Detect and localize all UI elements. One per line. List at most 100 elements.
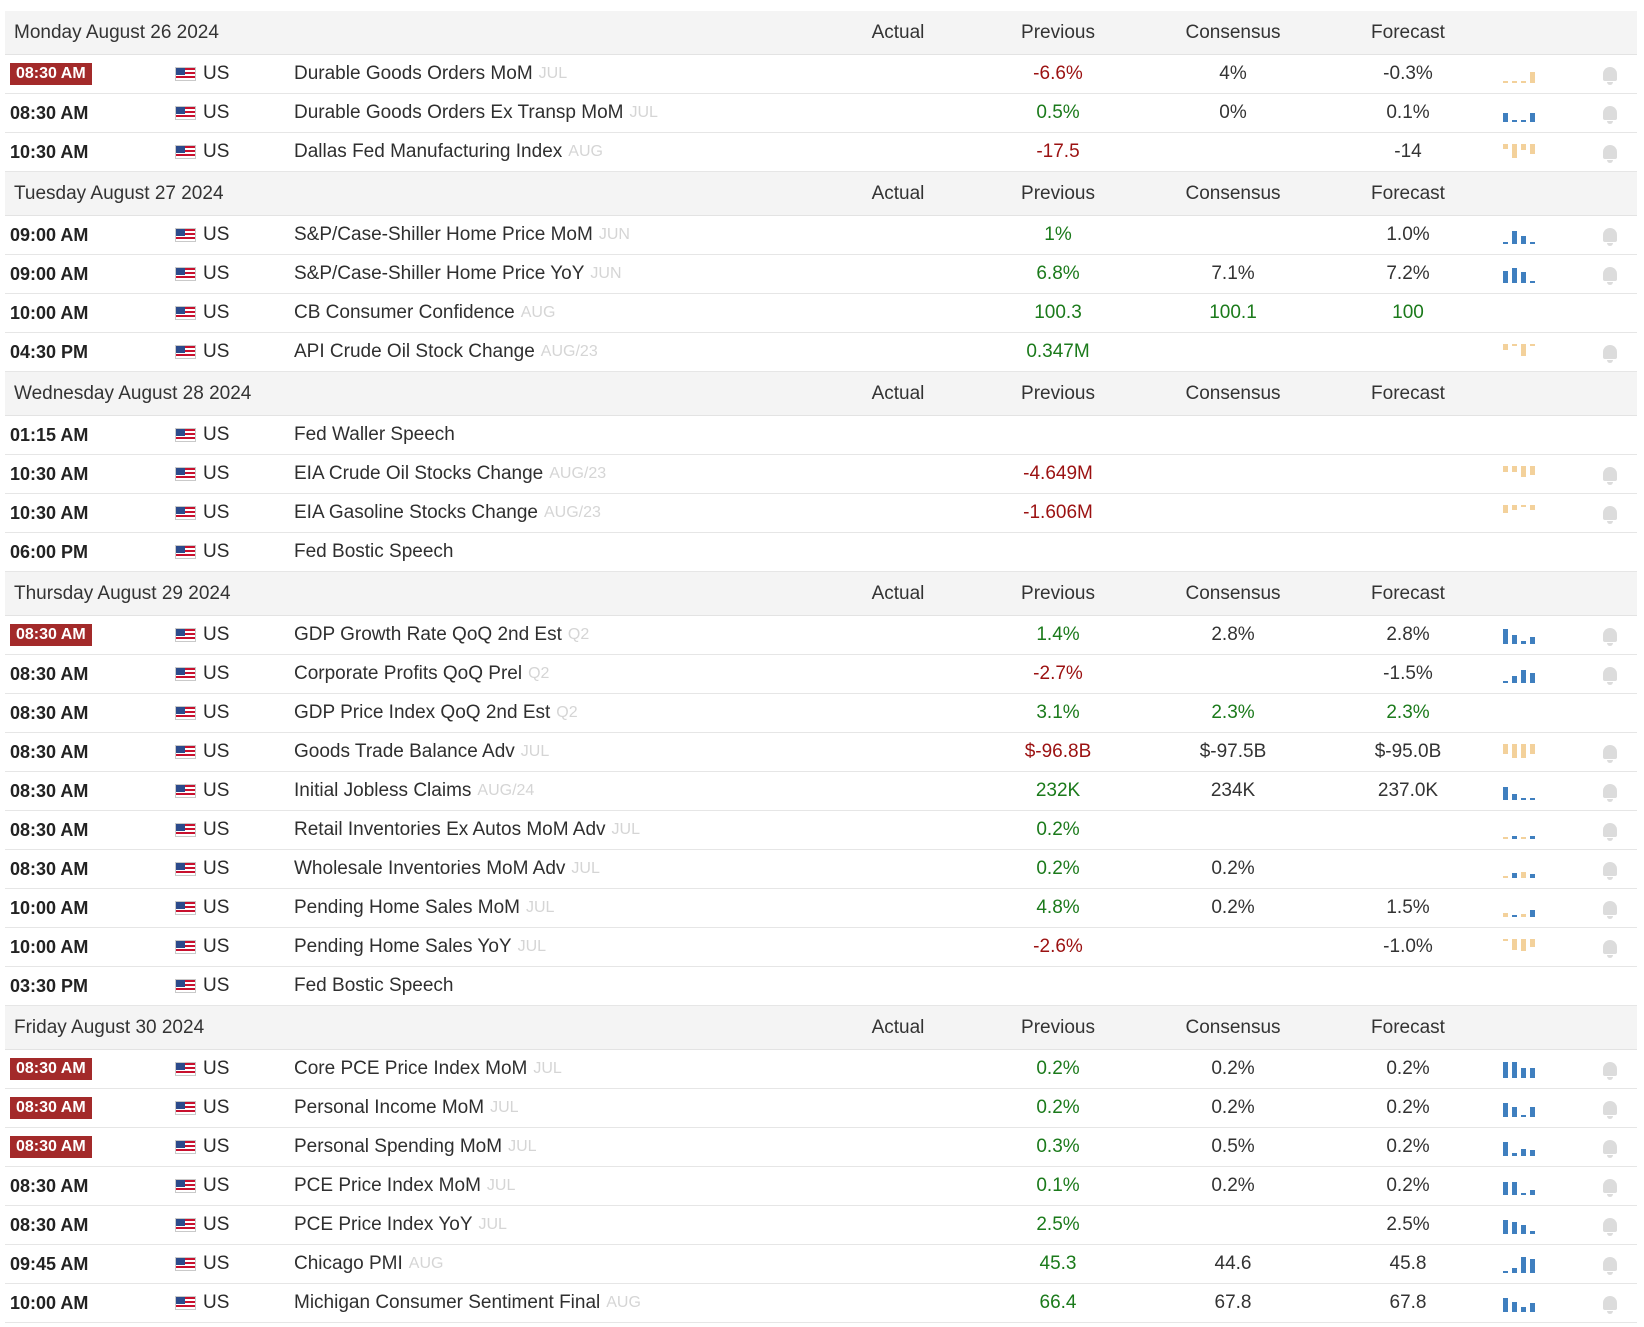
history-chart[interactable] <box>1502 494 1538 532</box>
event-row[interactable]: 01:15 AM US Fed Waller Speech <box>5 416 1637 455</box>
event-name-link[interactable]: S&P/Case-Shiller Home Price YoY JUN <box>294 255 622 293</box>
history-chart[interactable] <box>1502 216 1538 254</box>
event-name-link[interactable]: Personal Spending MoM JUL <box>294 1128 537 1166</box>
event-row[interactable]: 08:30 AM US Corporate Profits QoQ Prel Q2 -2… <box>5 655 1637 694</box>
event-row[interactable]: 10:00 AM US Michigan Consumer Sentiment Fi… <box>5 1284 1637 1323</box>
alert-button[interactable] <box>1603 1206 1617 1244</box>
event-row[interactable]: 06:00 PM US Fed Bostic Speech <box>5 533 1637 572</box>
alert-button[interactable] <box>1603 255 1617 293</box>
event-name-link[interactable]: PCE Price Index YoY JUL <box>294 1206 507 1244</box>
history-chart[interactable] <box>1502 811 1538 849</box>
history-chart[interactable] <box>1502 333 1538 371</box>
alert-button[interactable] <box>1603 928 1617 966</box>
alert-button[interactable] <box>1603 333 1617 371</box>
alert-button[interactable] <box>1603 494 1617 532</box>
event-name-link[interactable]: Pending Home Sales YoY JUL <box>294 928 546 966</box>
event-name-link[interactable]: Wholesale Inventories MoM Adv JUL <box>294 850 600 888</box>
event-name-link[interactable]: Chicago PMI AUG <box>294 1245 443 1283</box>
event-row[interactable]: 10:00 AM US CB Consumer Confidence AUG 100.3… <box>5 294 1637 333</box>
history-chart[interactable] <box>1502 772 1538 810</box>
event-name-link[interactable]: CB Consumer Confidence AUG <box>294 294 555 332</box>
history-chart[interactable] <box>1502 1206 1538 1244</box>
event-row[interactable]: 10:30 AM US EIA Gasoline Stocks Change AUG/… <box>5 494 1637 533</box>
history-chart[interactable] <box>1502 616 1538 654</box>
alert-button[interactable] <box>1603 55 1617 93</box>
event-name-link[interactable]: Personal Income MoM JUL <box>294 1089 519 1127</box>
alert-button[interactable] <box>1603 1128 1617 1166</box>
event-name-link[interactable]: Initial Jobless Claims AUG/24 <box>294 772 534 810</box>
event-row[interactable]: 10:00 AM US Pending Home Sales MoM JUL 4.8% 0… <box>5 889 1637 928</box>
history-chart[interactable] <box>1502 94 1538 132</box>
history-chart[interactable] <box>1502 1284 1538 1322</box>
event-row[interactable]: 09:45 AM US Chicago PMI AUG 45.3 44.6 45.8 <box>5 1245 1637 1284</box>
event-row[interactable]: 10:30 AM US EIA Crude Oil Stocks Change AUG… <box>5 455 1637 494</box>
event-row[interactable]: 08:30 AM US Retail Inventories Ex Autos Mo… <box>5 811 1637 850</box>
event-row[interactable]: 08:30 AM US Goods Trade Balance Adv JUL $-96… <box>5 733 1637 772</box>
history-chart[interactable] <box>1502 1050 1538 1088</box>
event-name-link[interactable]: Dallas Fed Manufacturing Index AUG <box>294 133 603 171</box>
event-name-link[interactable]: Durable Goods Orders Ex Transp MoM JUL <box>294 94 658 132</box>
history-chart[interactable] <box>1502 850 1538 888</box>
history-chart[interactable] <box>1502 889 1538 927</box>
alert-button[interactable] <box>1603 94 1617 132</box>
event-name-link[interactable]: EIA Gasoline Stocks Change AUG/23 <box>294 494 601 532</box>
event-row[interactable]: 08:30 AM US Core PCE Price Index MoM JUL 0.2… <box>5 1050 1637 1089</box>
event-name-link[interactable]: S&P/Case-Shiller Home Price MoM JUN <box>294 216 630 254</box>
history-chart[interactable] <box>1502 455 1538 493</box>
event-row[interactable]: 08:30 AM US Personal Income MoM JUL 0.2% 0.2%… <box>5 1089 1637 1128</box>
event-name-link[interactable]: Retail Inventories Ex Autos MoM Adv JUL <box>294 811 640 849</box>
event-row[interactable]: 08:30 AM US Personal Spending MoM JUL 0.3% 0.… <box>5 1128 1637 1167</box>
event-row[interactable]: 08:30 AM US PCE Price Index MoM JUL 0.1% 0.2%… <box>5 1167 1637 1206</box>
event-row[interactable]: 08:30 AM US Wholesale Inventories MoM Adv J… <box>5 850 1637 889</box>
event-name-link[interactable]: GDP Growth Rate QoQ 2nd Est Q2 <box>294 616 589 654</box>
history-chart[interactable] <box>1502 55 1538 93</box>
alert-button[interactable] <box>1603 655 1617 693</box>
alert-button[interactable] <box>1603 1245 1617 1283</box>
event-row[interactable]: 08:30 AM US PCE Price Index YoY JUL 2.5% 2.5% <box>5 1206 1637 1245</box>
event-name-link[interactable]: PCE Price Index MoM JUL <box>294 1167 515 1205</box>
event-name-link[interactable]: Fed Bostic Speech <box>294 533 453 571</box>
event-row[interactable]: 08:30 AM US Initial Jobless Claims AUG/24 23… <box>5 772 1637 811</box>
event-name-link[interactable]: Fed Bostic Speech <box>294 967 453 1005</box>
alert-button[interactable] <box>1603 772 1617 810</box>
history-chart[interactable] <box>1502 1167 1538 1205</box>
alert-button[interactable] <box>1603 1167 1617 1205</box>
alert-button[interactable] <box>1603 616 1617 654</box>
alert-button[interactable] <box>1603 733 1617 771</box>
history-chart[interactable] <box>1502 1089 1538 1127</box>
event-name-link[interactable]: API Crude Oil Stock Change AUG/23 <box>294 333 598 371</box>
event-name-link[interactable]: Corporate Profits QoQ Prel Q2 <box>294 655 549 693</box>
event-row[interactable]: 09:00 AM US S&P/Case-Shiller Home Price Mo… <box>5 216 1637 255</box>
history-chart[interactable] <box>1502 1128 1538 1166</box>
alert-button[interactable] <box>1603 889 1617 927</box>
history-chart[interactable] <box>1502 255 1538 293</box>
alert-button[interactable] <box>1603 216 1617 254</box>
alert-button[interactable] <box>1603 455 1617 493</box>
event-name-link[interactable]: Pending Home Sales MoM JUL <box>294 889 554 927</box>
alert-button[interactable] <box>1603 133 1617 171</box>
history-chart[interactable] <box>1502 733 1538 771</box>
event-row[interactable]: 03:30 PM US Fed Bostic Speech <box>5 967 1637 1006</box>
event-name-link[interactable]: Goods Trade Balance Adv JUL <box>294 733 549 771</box>
event-row[interactable]: 10:00 AM US Pending Home Sales YoY JUL -2.6%… <box>5 928 1637 967</box>
alert-button[interactable] <box>1603 1089 1617 1127</box>
event-row[interactable]: 04:30 PM US API Crude Oil Stock Change AUG/… <box>5 333 1637 372</box>
alert-button[interactable] <box>1603 811 1617 849</box>
event-row[interactable]: 08:30 AM US GDP Price Index QoQ 2nd Est Q2 3… <box>5 694 1637 733</box>
alert-button[interactable] <box>1603 1284 1617 1322</box>
event-name-link[interactable]: Michigan Consumer Sentiment Final AUG <box>294 1284 641 1322</box>
history-chart[interactable] <box>1502 928 1538 966</box>
event-name-link[interactable]: Core PCE Price Index MoM JUL <box>294 1050 562 1088</box>
event-name-link[interactable]: EIA Crude Oil Stocks Change AUG/23 <box>294 455 606 493</box>
event-row[interactable]: 08:30 AM US GDP Growth Rate QoQ 2nd Est Q2 1… <box>5 616 1637 655</box>
event-name-link[interactable]: Durable Goods Orders MoM JUL <box>294 55 567 93</box>
alert-button[interactable] <box>1603 1050 1617 1088</box>
event-row[interactable]: 08:30 AM US Durable Goods Orders MoM JUL -6.… <box>5 55 1637 94</box>
history-chart[interactable] <box>1502 133 1538 171</box>
event-row[interactable]: 08:30 AM US Durable Goods Orders Ex Transp… <box>5 94 1637 133</box>
alert-button[interactable] <box>1603 850 1617 888</box>
history-chart[interactable] <box>1502 1245 1538 1283</box>
event-row[interactable]: 09:00 AM US S&P/Case-Shiller Home Price Yo… <box>5 255 1637 294</box>
event-name-link[interactable]: Fed Waller Speech <box>294 416 455 454</box>
event-row[interactable]: 10:30 AM US Dallas Fed Manufacturing Index… <box>5 133 1637 172</box>
